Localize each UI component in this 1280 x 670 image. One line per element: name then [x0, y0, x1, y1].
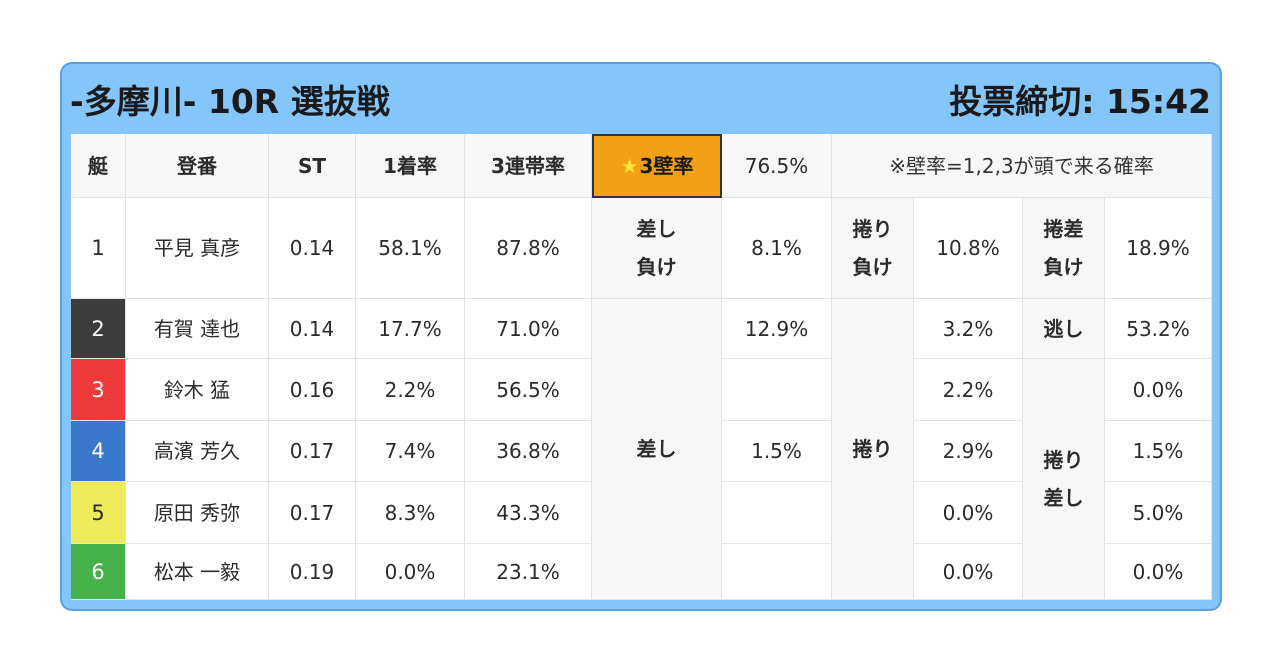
trio-rate-value: 23.1%: [465, 544, 592, 600]
makuri-make-label: 捲り 負け: [832, 198, 914, 299]
col-header-trio-rate: 3連帯率: [465, 134, 592, 198]
makuri-label: 捲り: [832, 299, 914, 600]
trio-rate-value: 56.5%: [465, 359, 592, 421]
trio-rate-value: 43.3%: [465, 482, 592, 544]
makuri-value: 0.0%: [914, 544, 1023, 600]
sashi-value: 1.5%: [722, 421, 832, 482]
trio-rate-value: 71.0%: [465, 299, 592, 359]
col-header-name: 登番: [126, 134, 269, 198]
makuri-value: 2.9%: [914, 421, 1023, 482]
trio-rate-value: 36.8%: [465, 421, 592, 482]
first-rate-value: 17.7%: [356, 299, 465, 359]
col-header-lane: 艇: [71, 134, 126, 198]
first-rate-value: 2.2%: [356, 359, 465, 421]
makuri-value: 2.2%: [914, 359, 1023, 421]
race-title: -多摩川- 10R 選抜戦: [70, 82, 390, 121]
st-value: 0.19: [269, 544, 356, 600]
st-value: 0.16: [269, 359, 356, 421]
wall-rate-value: 76.5%: [722, 134, 832, 198]
makuri-sashi-value: 1.5%: [1105, 421, 1212, 482]
sashi-value: [722, 482, 832, 544]
racer-name: 有賀 達也: [126, 299, 269, 359]
makuri-sashi-label: 捲り 差し: [1023, 359, 1105, 600]
voting-deadline: 投票締切: 15:42: [949, 82, 1211, 121]
star-icon: ★: [620, 154, 639, 178]
sashi-make-label: 差し 負け: [592, 198, 722, 299]
sashi-value: 12.9%: [722, 299, 832, 359]
sashi-make-value: 8.1%: [722, 198, 832, 299]
makuri-value: 0.0%: [914, 482, 1023, 544]
trio-rate-value: 87.8%: [465, 198, 592, 299]
lane-badge-4: 4: [71, 421, 126, 482]
makuri-value: 3.2%: [914, 299, 1023, 359]
sashi-value: [722, 544, 832, 600]
lane-badge-6: 6: [71, 544, 126, 600]
col-header-st: ST: [269, 134, 356, 198]
first-rate-value: 58.1%: [356, 198, 465, 299]
st-value: 0.17: [269, 482, 356, 544]
makuri-sashi-value: 0.0%: [1105, 544, 1212, 600]
first-rate-value: 8.3%: [356, 482, 465, 544]
lane-badge-2: 2: [71, 299, 126, 359]
makuri-sashi-value: 0.0%: [1105, 359, 1212, 421]
wall-rate-note: ※壁率=1,2,3が頭で来る確率: [832, 134, 1212, 198]
wall-rate-label: 3壁率: [639, 154, 694, 178]
lane-badge-5: 5: [71, 482, 126, 544]
first-rate-value: 0.0%: [356, 544, 465, 600]
race-card: -多摩川- 10R 選抜戦 投票締切: 15:42 艇 登番 ST 1着率 3連…: [60, 62, 1222, 611]
lane-badge-1: 1: [71, 198, 126, 299]
lane-badge-3: 3: [71, 359, 126, 421]
col-header-first-rate: 1着率: [356, 134, 465, 198]
sashi-value: [722, 359, 832, 421]
makuri-make-value: 10.8%: [914, 198, 1023, 299]
st-value: 0.14: [269, 299, 356, 359]
nige-label: 逃し: [1023, 299, 1105, 359]
makuri-sashi-value: 5.0%: [1105, 482, 1212, 544]
racer-name: 平見 真彦: [126, 198, 269, 299]
st-value: 0.17: [269, 421, 356, 482]
racer-name: 原田 秀弥: [126, 482, 269, 544]
st-value: 0.14: [269, 198, 356, 299]
sashi-label: 差し: [592, 299, 722, 600]
racer-name: 高濱 芳久: [126, 421, 269, 482]
wall-rate-button[interactable]: ★ 3壁率: [592, 134, 722, 198]
first-rate-value: 7.4%: [356, 421, 465, 482]
racer-name: 鈴木 猛: [126, 359, 269, 421]
stats-table: 艇 登番 ST 1着率 3連帯率 ★ 3壁率 76.5% ※壁率=1,2,3が頭で…: [71, 134, 1212, 600]
nige-value: 53.2%: [1105, 299, 1212, 359]
racer-name: 松本 一毅: [126, 544, 269, 600]
makurizashi-make-label: 捲差 負け: [1023, 198, 1105, 299]
makurizashi-make-value: 18.9%: [1105, 198, 1212, 299]
